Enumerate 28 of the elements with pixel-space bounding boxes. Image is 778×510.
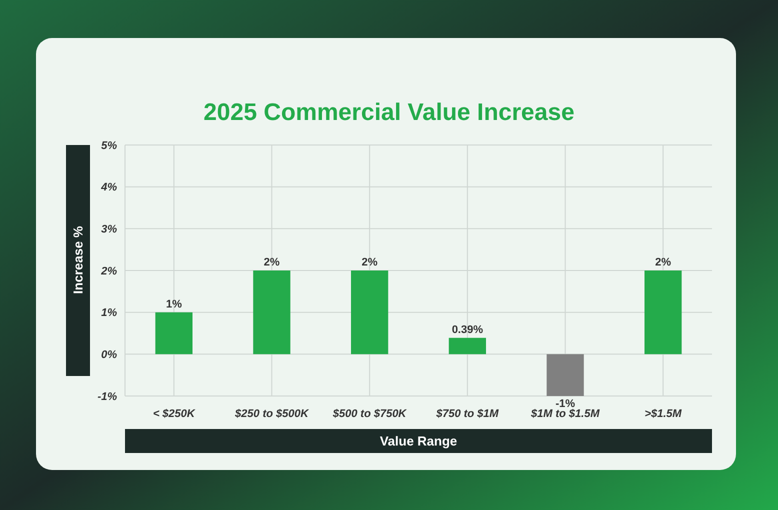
bar <box>448 338 486 354</box>
bar <box>155 312 193 354</box>
data-label: -1% <box>555 398 576 410</box>
chart-title: 2025 Commercial Value Increase <box>204 99 574 126</box>
x-tick-label: $1M to $1.5M <box>530 408 600 420</box>
y-tick-label: 1% <box>101 307 118 320</box>
x-tick-label: $750 to $1M <box>435 408 500 420</box>
x-axis-title: Value Range <box>380 434 458 449</box>
data-label: 0.39% <box>452 324 484 336</box>
data-label: 1% <box>166 298 182 310</box>
y-tick-label: 0% <box>101 349 118 362</box>
data-label: 2% <box>362 256 378 268</box>
y-tick-label: -1% <box>97 390 118 403</box>
x-tick-label: >$1.5M <box>644 408 682 420</box>
y-tick-label: 3% <box>101 224 118 236</box>
x-tick-label: < $250K <box>152 408 196 420</box>
x-tick-label: $250 to $500K <box>234 408 310 420</box>
y-tick-label: 2% <box>100 265 118 278</box>
y-tick-label: 4% <box>100 182 118 194</box>
y-tick-label: 5% <box>101 140 118 152</box>
bar <box>546 354 584 396</box>
bar <box>350 270 388 354</box>
bar <box>644 270 682 354</box>
x-tick-label: $500 to $750K <box>332 408 408 420</box>
y-axis-title: Increase % <box>70 226 86 294</box>
data-label: 2% <box>655 256 672 268</box>
data-label: 2% <box>264 256 280 268</box>
bar <box>253 270 290 354</box>
